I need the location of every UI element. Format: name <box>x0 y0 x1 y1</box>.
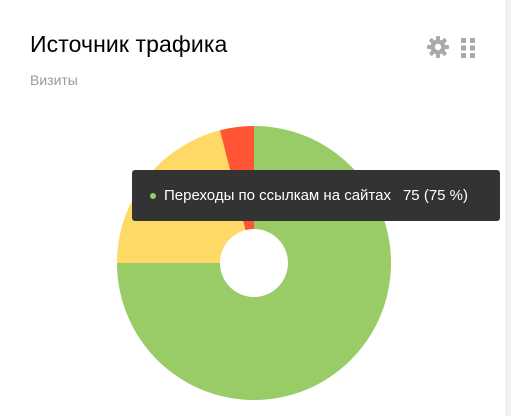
widget-subtitle: Визиты <box>30 72 78 88</box>
tooltip-series-name: Переходы по ссылкам на сайтах <box>164 187 391 204</box>
widget-title: Источник трафика <box>30 31 228 57</box>
tooltip-value: 75 (75 %) <box>402 187 469 204</box>
tooltip-series-dot <box>150 192 156 199</box>
gear-icon[interactable] <box>426 35 450 59</box>
drag-handle-icon[interactable] <box>461 38 475 58</box>
chart-tooltip: Переходы по ссылкам на сайтах 75 (75 %) <box>132 170 500 221</box>
